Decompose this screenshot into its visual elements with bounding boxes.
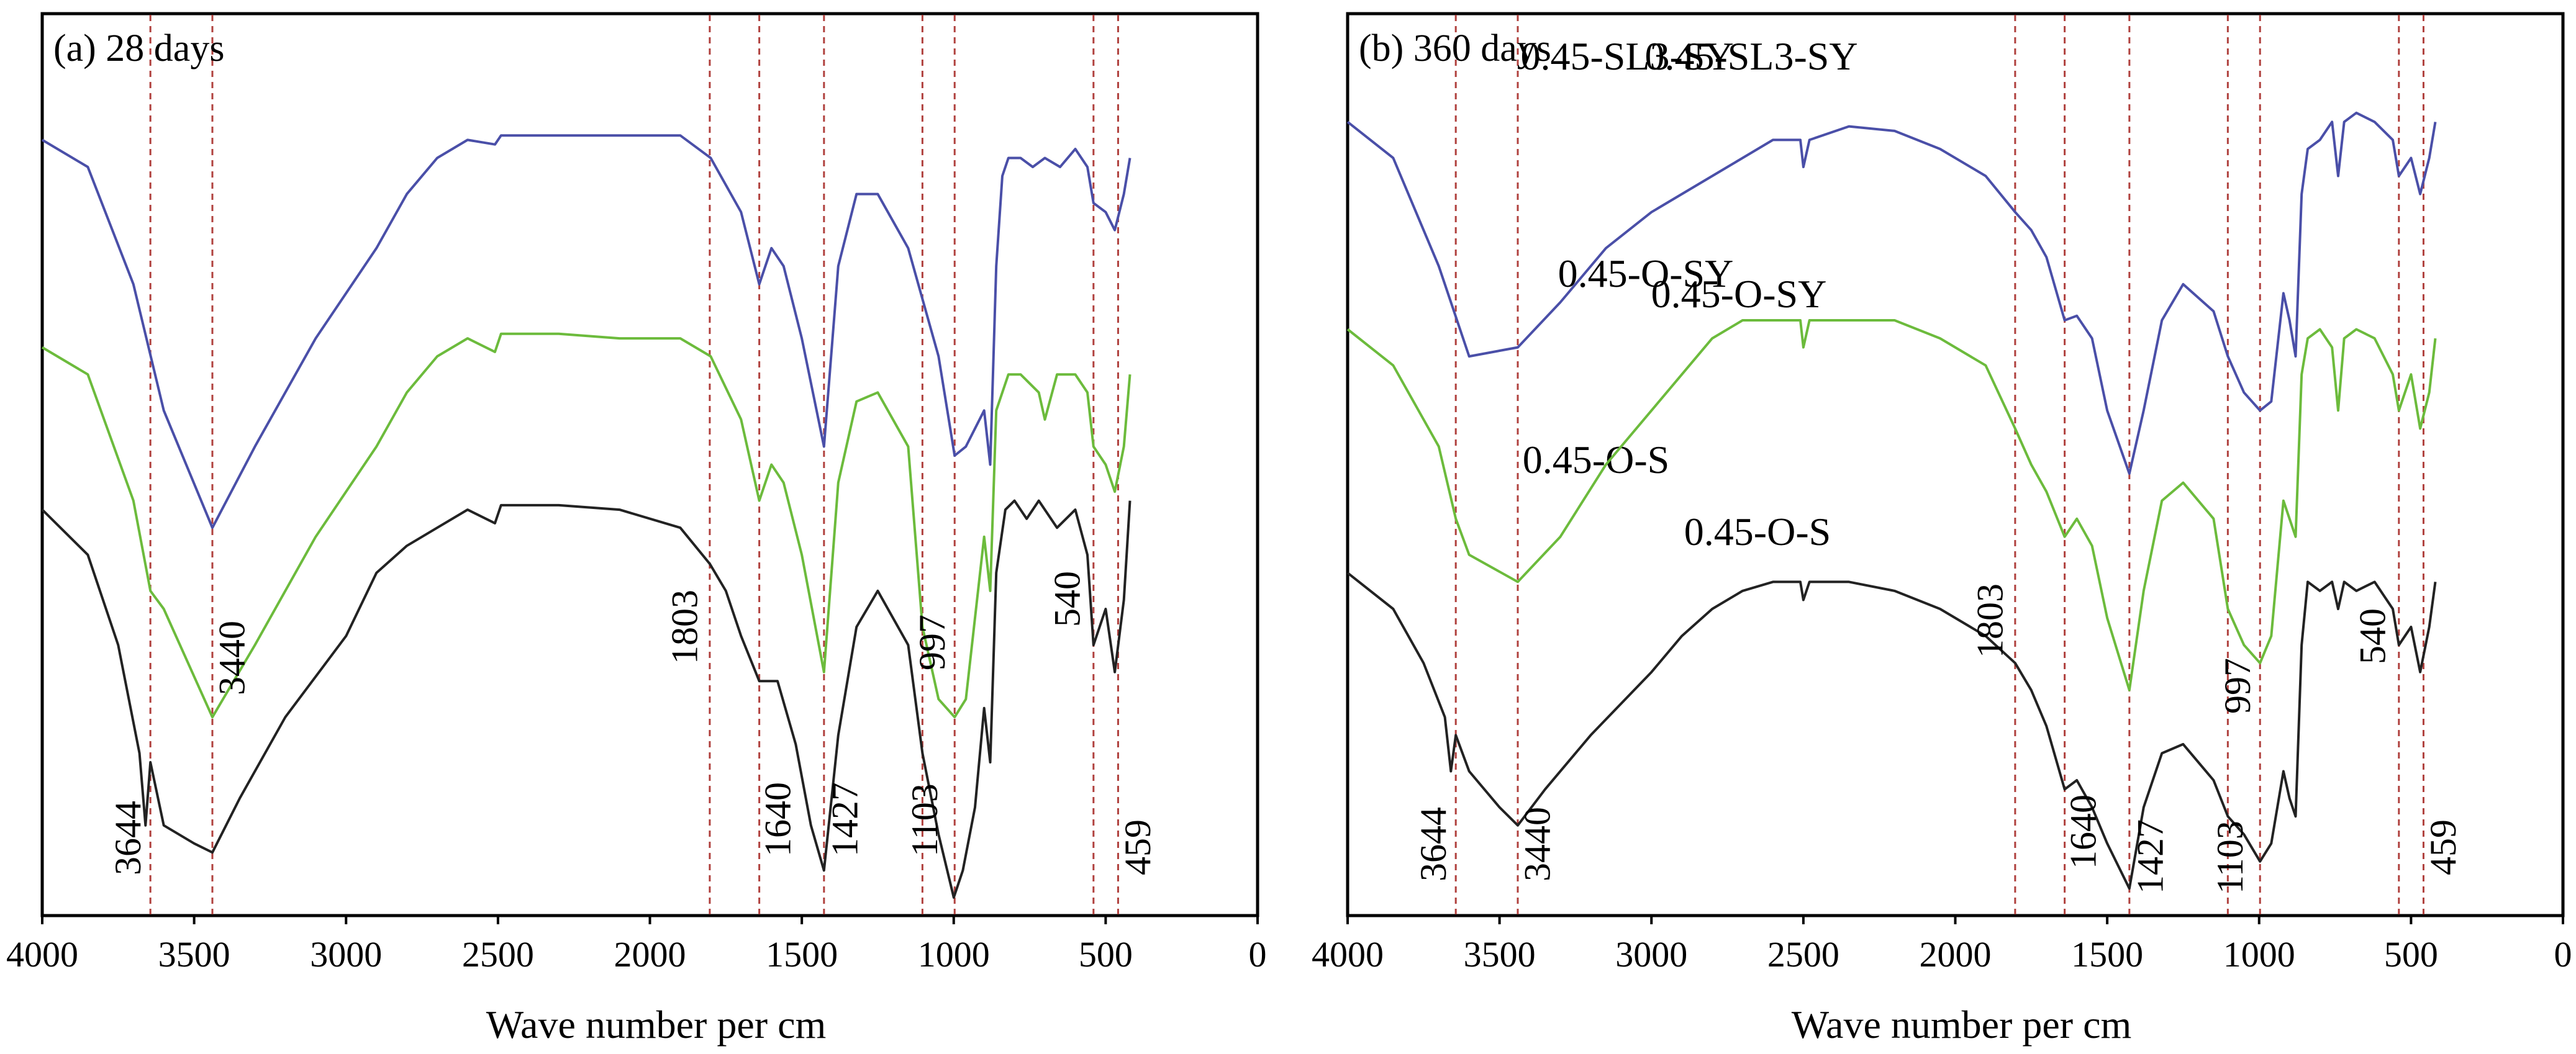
peak-label-1103: 1103: [904, 783, 945, 857]
series-label: 0.45-O-S: [1523, 438, 1669, 482]
peak-label-1640: 1640: [757, 782, 798, 857]
series-line-0.45-O-SY: [41, 332, 1132, 719]
peak-label-1803: 1803: [664, 590, 705, 664]
x-tick-label: 1000: [918, 934, 990, 975]
peak-label-459: 459: [2423, 819, 2464, 875]
series-line-0.45-SL3-SY: [41, 134, 1132, 529]
panel-label: (b) 360 days: [1359, 27, 1551, 70]
x-tick-label: 1500: [766, 934, 838, 975]
series-label: 0.45-SL3-SY: [1644, 34, 1857, 78]
x-tick-label: 2000: [1920, 934, 1992, 975]
peak-label-1803: 1803: [1970, 583, 2011, 658]
x-tick-label: 2500: [462, 934, 534, 975]
peak-label-997: 997: [912, 615, 953, 670]
x-axis-title: Wave number per cm: [486, 1002, 827, 1047]
x-tick-label: 3000: [1615, 934, 1687, 975]
x-tick-label: 1500: [2071, 934, 2143, 975]
peak-label-3644: 3644: [1413, 807, 1454, 881]
x-tick-label: 0: [2554, 934, 2572, 975]
x-tick-label: 3500: [1464, 934, 1536, 975]
series-label: 0.45-O-SY: [1651, 272, 1827, 316]
series-line-0.45-SL3-SY: [1346, 111, 2437, 475]
peak-label-459: 459: [1117, 819, 1158, 875]
peak-label-3440: 3440: [1517, 807, 1558, 881]
x-tick-label: 0: [1249, 934, 1267, 975]
peak-label-3644: 3644: [107, 801, 148, 875]
panel-label: (a) 28 days: [53, 27, 224, 70]
panel-a-28-days: 0.45-SL3-SY 0.45-O-SY 0.45-O-S 4000 3500 3000…: [6, 12, 1734, 1047]
peak-label-1103: 1103: [2210, 821, 2251, 894]
x-tick-label: 1000: [2223, 934, 2295, 975]
series-line-0.45-O-S: [1346, 572, 2437, 890]
series-line-0.45-O-SY: [1346, 319, 2437, 691]
x-tick-label: 3500: [158, 934, 230, 975]
x-tick-label: 2500: [1767, 934, 1839, 975]
x-tick-label: 2000: [614, 934, 686, 975]
series-label: 0.45-O-S: [1684, 510, 1831, 554]
series-label: 0.45-O-SY: [1558, 251, 1734, 295]
x-axis-title: Wave number per cm: [1792, 1002, 2132, 1047]
peak-label-997: 997: [2217, 658, 2258, 714]
x-tick-label: 4000: [1312, 934, 1384, 975]
peak-label-540: 540: [1047, 571, 1088, 627]
x-tick-label: 500: [2384, 934, 2438, 975]
x-tick-label: 3000: [310, 934, 382, 975]
x-tick-label: 500: [1079, 934, 1133, 975]
x-tick-label: 4000: [6, 934, 78, 975]
peak-label-3440: 3440: [212, 621, 253, 695]
peak-label-1640: 1640: [2062, 795, 2103, 869]
peak-label-1427: 1427: [825, 782, 866, 857]
panel-b-360-days: 0.45-SL3-SY 0.45-O-SY 0.45-O-S 4000 3500 3000…: [1312, 12, 2572, 1047]
peak-label-1427: 1427: [2130, 819, 2171, 894]
series-label: 0.45-SL3-SY: [1520, 34, 1733, 78]
peak-label-540: 540: [2352, 608, 2393, 664]
series-line-0.45-O-S: [41, 499, 1132, 899]
